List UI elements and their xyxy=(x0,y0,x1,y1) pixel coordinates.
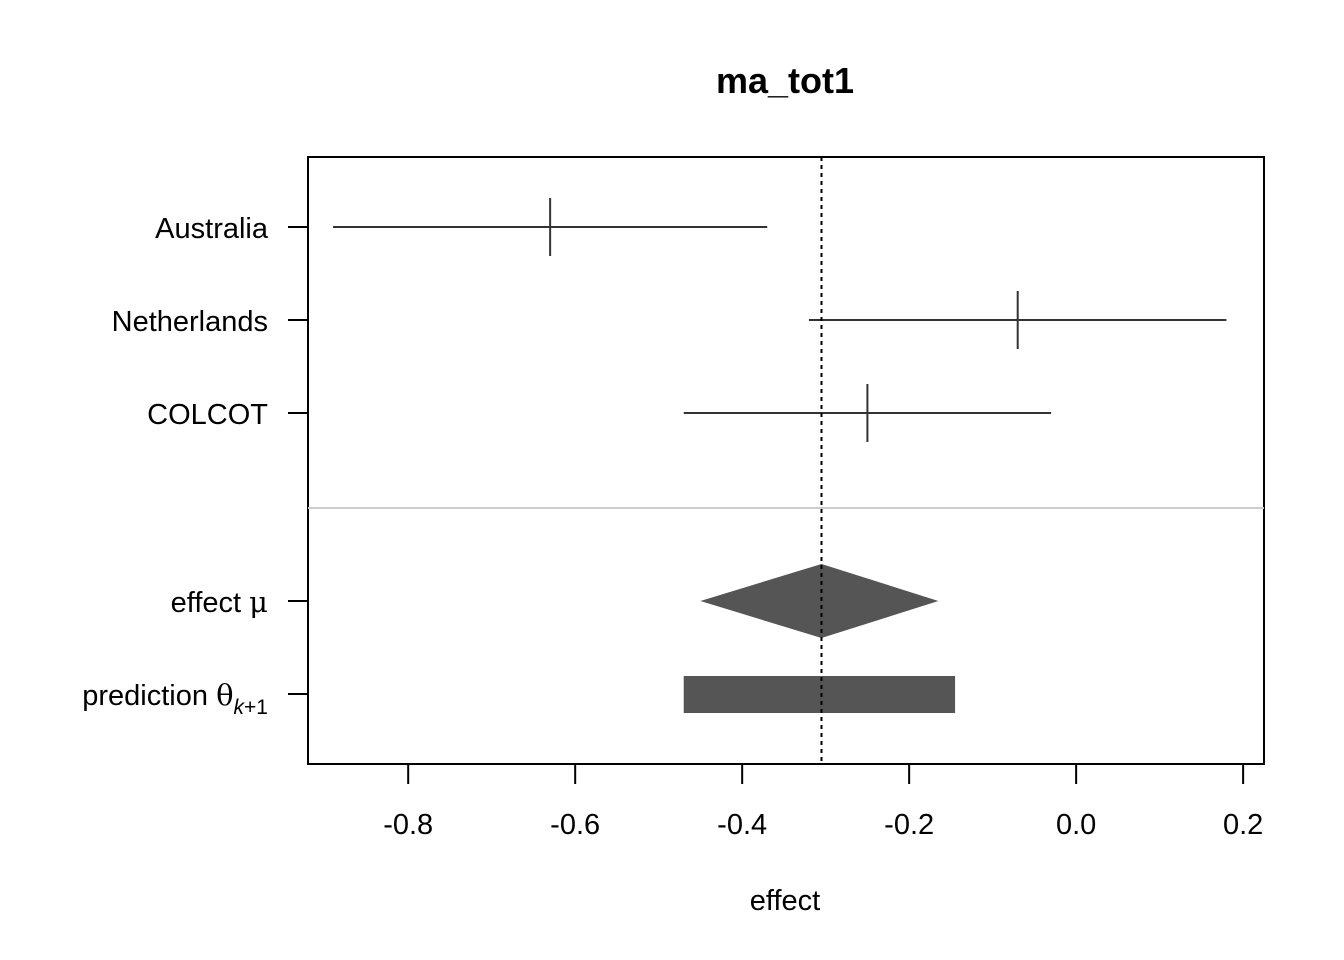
x-tick-label: -0.6 xyxy=(550,809,600,841)
y-axis: Australia Netherlands COLCOT effect μ predic… xyxy=(82,213,308,719)
x-tick-label: -0.8 xyxy=(383,809,433,841)
prediction-interval-bar xyxy=(683,676,956,713)
study-intervals xyxy=(333,198,1227,442)
summary-marks xyxy=(683,564,956,713)
plot-frame xyxy=(307,156,1265,765)
x-tick-label: -0.2 xyxy=(884,809,934,841)
y-tick-label-study: COLCOT xyxy=(147,399,268,431)
y-tick-label-study: Netherlands xyxy=(112,306,268,338)
x-tick-label: -0.4 xyxy=(717,809,767,841)
y-tick-label-effect: effect μ xyxy=(171,585,268,619)
x-axis-label: effect xyxy=(750,885,820,917)
x-tick-label: 0.2 xyxy=(1223,809,1263,841)
y-tick-label-prediction: prediction θk+1 xyxy=(82,678,268,719)
x-axis: -0.8 -0.6 -0.4 -0.2 0.0 0.2 xyxy=(383,763,1263,841)
chart-title: ma_tot1 xyxy=(716,60,854,101)
y-tick-label-study: Australia xyxy=(155,213,269,245)
summary-diamond xyxy=(700,564,939,638)
x-tick-label: 0.0 xyxy=(1056,809,1096,841)
